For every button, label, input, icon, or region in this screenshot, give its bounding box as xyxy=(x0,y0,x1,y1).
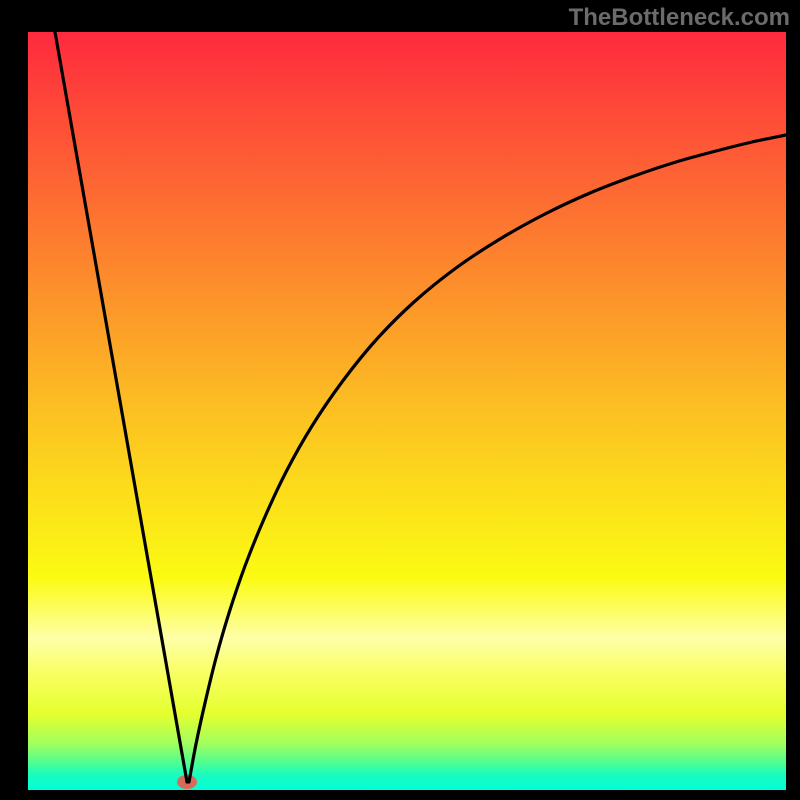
plot-svg xyxy=(28,32,786,790)
chart-container: TheBottleneck.com xyxy=(0,0,800,800)
gradient-background xyxy=(28,32,786,790)
watermark-text: TheBottleneck.com xyxy=(569,4,790,32)
plot-area xyxy=(28,32,786,790)
